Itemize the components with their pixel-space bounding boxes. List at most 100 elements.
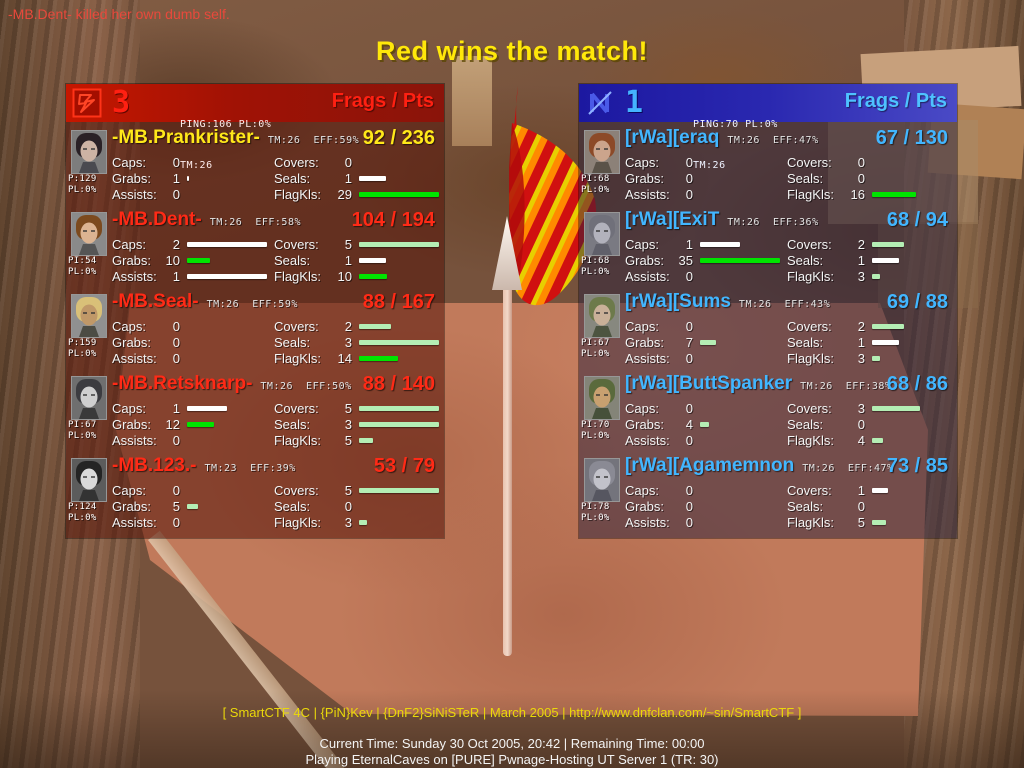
player-frags-pts: 104 / 194 — [351, 209, 435, 231]
stat-label: Grabs: — [625, 416, 665, 432]
stat-bar — [359, 241, 439, 247]
player-frags-pts: 53 / 79 — [373, 455, 435, 477]
stat-value: 3 — [344, 334, 352, 350]
player-name: [rWa][eraq — [625, 127, 720, 148]
stat-value: 3 — [857, 268, 865, 284]
player-avatar — [71, 458, 107, 502]
player-avatar — [71, 294, 107, 338]
player-ping: PI:68 — [581, 256, 610, 266]
stat-assists: Assists: 0 — [625, 350, 787, 366]
stat-label: FlagKls: — [274, 186, 321, 202]
player-frags: 88 — [362, 291, 385, 313]
stone-pillar — [452, 56, 492, 146]
stat-value: 0 — [857, 154, 865, 170]
player-avatar — [584, 458, 620, 502]
player-packetloss: PL:0% — [581, 349, 610, 360]
player-stats: Caps: 0 Covers: 2 Grabs: 0 Seals: 3 Assists: 0 Fla… — [112, 318, 440, 366]
player-frags-pts: 69 / 88 — [886, 291, 948, 313]
player-row: P:124 PL:0% -MB.123.- TM:23 EFF:39% 53 / 79 C… — [66, 450, 444, 532]
player-frags: 68 — [886, 209, 910, 231]
stat-label: Assists: — [625, 350, 670, 366]
player-frags: 53 — [373, 455, 397, 477]
stat-bar — [359, 323, 391, 329]
stat-value: 1 — [685, 236, 693, 252]
stat-value: 29 — [337, 186, 352, 202]
player-pts: 94 — [925, 209, 948, 231]
stat-label: Seals: — [274, 498, 311, 514]
player-tm-eff: TM:26 EFF:36% — [727, 217, 819, 228]
player-row: PI:54 PL:0% -MB.Dent- TM:26 EFF:58% 104 / 19… — [66, 204, 444, 286]
player-tm-eff: TM:23 EFF:39% — [204, 463, 296, 474]
stat-value: 2 — [857, 236, 865, 252]
stat-bar — [359, 519, 367, 525]
stat-value: 2 — [344, 318, 352, 334]
stat-label: Assists: — [112, 514, 157, 530]
stat-caps: Caps: 0 — [625, 482, 787, 498]
stat-label: Assists: — [625, 268, 670, 284]
stat-bar — [359, 257, 386, 263]
stat-value: 0 — [685, 432, 693, 448]
stat-flagkls: FlagKls: 3 — [787, 350, 953, 366]
stat-bar — [872, 339, 899, 345]
stat-value: 0 — [344, 498, 352, 514]
stat-bar — [187, 273, 267, 279]
blue-player-list: PI:68 PL:0% [rWa][eraq TM:26 EFF:47% 67 / 13… — [579, 122, 957, 532]
kill-feed-message: -MB.Dent- killed her own dumb self. — [8, 6, 230, 22]
stat-value: 0 — [685, 514, 693, 530]
stat-flagkls: FlagKls: 14 — [274, 350, 440, 366]
stat-value: 16 — [850, 186, 865, 202]
stat-flagkls: FlagKls: 3 — [274, 514, 440, 530]
player-ping: PI:67 — [581, 338, 610, 348]
player-tm-eff: TM:26 EFF:59% — [206, 299, 298, 310]
player-name: -MB.123.- — [112, 455, 197, 476]
stat-bar — [700, 257, 780, 263]
player-row: PI:68 PL:0% [rWa][ExiT TM:26 EFF:36% 68 / 94… — [579, 204, 957, 286]
stat-label: Covers: — [787, 482, 832, 498]
stat-bar — [187, 257, 210, 263]
stat-label: Assists: — [625, 432, 670, 448]
stat-label: Grabs: — [112, 170, 152, 186]
blue-team-score: 1 — [625, 85, 644, 120]
player-stats: Caps: 0 Covers: 0 Grabs: 0 Seals: 0 Assists: 0 Fla… — [625, 154, 953, 202]
player-name-line: [rWa][ExiT TM:26 EFF:36% — [625, 209, 819, 231]
player-pts: 194 — [401, 209, 435, 231]
stat-label: FlagKls: — [274, 268, 321, 284]
stat-seals: Seals: 1 — [787, 334, 953, 350]
stat-flagkls: FlagKls: 29 — [274, 186, 440, 202]
stat-value: 1 — [172, 268, 180, 284]
player-name: -MB.Seal- — [112, 291, 199, 312]
stat-label: Seals: — [274, 252, 311, 268]
stat-value: 3 — [857, 350, 865, 366]
stat-label: Seals: — [274, 334, 311, 350]
player-name: [rWa][Agamemnon — [625, 455, 795, 476]
stat-seals: Seals: 0 — [274, 498, 440, 514]
stat-assists: Assists: 0 — [112, 186, 274, 202]
stat-value: 10 — [337, 268, 352, 284]
player-row: PI:78 PL:0% [rWa][Agamemnon TM:26 EFF:47% 73… — [579, 450, 957, 532]
stat-flagkls: FlagKls: 4 — [787, 432, 953, 448]
stat-bar — [187, 175, 189, 181]
stat-bar — [187, 503, 198, 509]
stat-value: 0 — [172, 186, 180, 202]
stat-seals: Seals: 0 — [787, 416, 953, 432]
player-frags: 104 — [351, 209, 385, 231]
stat-flagkls: FlagKls: 16 — [787, 186, 953, 202]
player-stats: Caps: 0 Covers: 0 Grabs: 1 Seals: 1 Assists: 0 Fla… — [112, 154, 440, 202]
stat-value: 0 — [685, 482, 693, 498]
player-pts: 236 — [401, 127, 435, 149]
player-frags-pts: 73 / 85 — [886, 455, 948, 477]
stat-bar — [359, 355, 398, 361]
player-netinfo: PI:78 PL:0% — [581, 502, 610, 525]
stat-label: Covers: — [274, 482, 319, 498]
player-pts: 86 — [925, 373, 948, 395]
stat-value: 0 — [685, 170, 693, 186]
player-stats: Caps: 1 Covers: 2 Grabs: 35 Seals: 1 Assists: 0 Fl… — [625, 236, 953, 284]
player-name: -MB.Retsknarp- — [112, 373, 253, 394]
stat-caps: Caps: 0 — [112, 482, 274, 498]
stat-assists: Assists: 0 — [625, 186, 787, 202]
stat-label: Covers: — [274, 236, 319, 252]
red-flag — [492, 86, 597, 656]
player-packetloss: PL:0% — [581, 267, 610, 278]
stat-bar — [187, 241, 267, 247]
player-netinfo: PI:67 PL:0% — [68, 420, 97, 443]
